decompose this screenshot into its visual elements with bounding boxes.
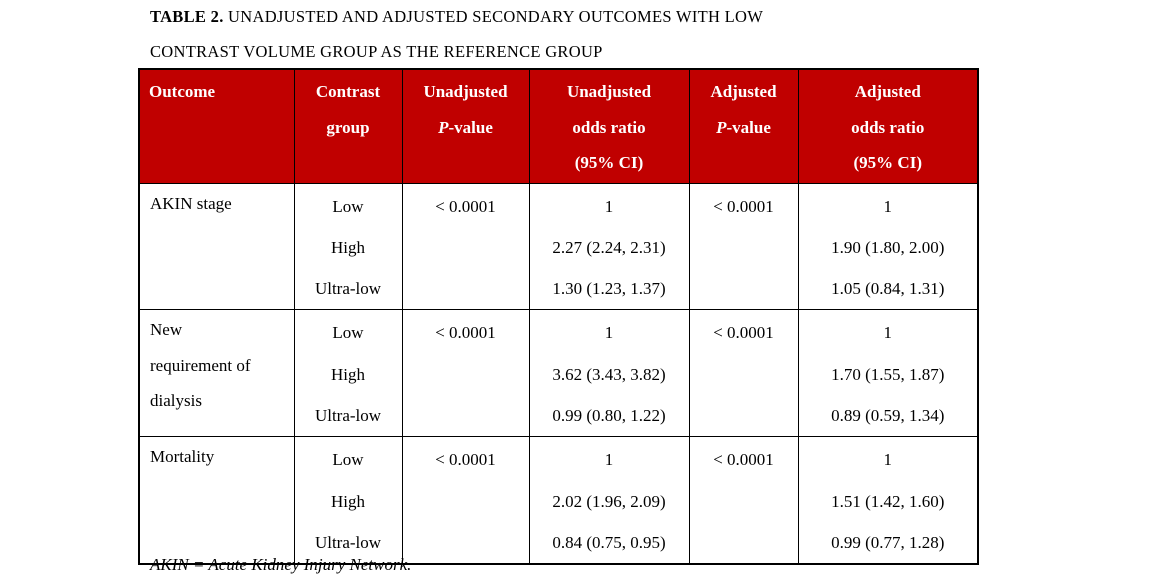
- outcome-cell: Mortality: [138, 436, 295, 565]
- table-row: New requirement of dialysis Low High Ultra-lo…: [138, 309, 979, 438]
- header-line: odds ratio: [572, 117, 646, 137]
- outcome-line: AKIN stage: [150, 193, 232, 213]
- adjusted-odds-ratio-line: 1.51 (1.42, 1.60): [831, 491, 945, 511]
- adjusted-odds-ratio-line: 1: [883, 450, 893, 470]
- contrast-group-cell: Low High Ultra-low: [293, 309, 403, 438]
- unadjusted-odds-ratio-line: 1: [604, 196, 614, 216]
- column-header-adjusted-or: Adjusted odds ratio (95% CI): [797, 68, 979, 184]
- adjusted-odds-ratio-cell: 1 1.90 (1.80, 2.00) 1.05 (0.84, 1.31): [797, 182, 979, 311]
- contrast-group-cell: Low High Ultra-low: [293, 182, 403, 311]
- contrast-group-cell: Low High Ultra-low: [293, 436, 403, 565]
- outcome-cell: AKIN stage: [138, 182, 295, 311]
- unadjusted-odds-ratio-cell: 1 2.02 (1.96, 2.09) 0.84 (0.75, 0.95): [528, 436, 690, 565]
- outcome-cell: New requirement of dialysis: [138, 309, 295, 438]
- table-footnote: AKIN = Acute Kidney Injury Network.: [150, 555, 412, 574]
- adjusted-odds-ratio-line: 1.70 (1.55, 1.87): [831, 364, 945, 384]
- unadjusted-odds-ratio-line: 2.27 (2.24, 2.31): [552, 237, 666, 257]
- table-title-line1: UNADJUSTED AND ADJUSTED SECONDARY OUTCOM…: [223, 7, 764, 26]
- unadjusted-odds-ratio-line: 2.02 (1.96, 2.09): [552, 491, 666, 511]
- header-line: P-value: [716, 117, 771, 137]
- outcome-line: Mortality: [150, 447, 215, 467]
- header-line: Adjusted: [710, 82, 777, 101]
- contrast-group-line: Low: [332, 196, 364, 216]
- adjusted-odds-ratio-line: 1.05 (0.84, 1.31): [831, 279, 945, 299]
- secondary-outcomes-table: Outcome Contrast group Unadjusted P-value Una…: [138, 68, 979, 566]
- header-line: Contrast: [315, 82, 381, 101]
- header-line: (95% CI): [574, 153, 644, 172]
- header-line: Unadjusted: [566, 82, 652, 101]
- table-row: Mortality Low High Ultra-low < 0.0001 1 2.02 (…: [138, 436, 979, 565]
- adjusted-odds-ratio-line: 0.99 (0.77, 1.28): [831, 532, 945, 552]
- table-title-line2: CONTRAST VOLUME GROUP AS THE REFERENCE G…: [150, 41, 603, 61]
- adjusted-pvalue-cell: < 0.0001: [688, 309, 799, 438]
- contrast-group-line: Ultra-low: [314, 279, 382, 299]
- column-header-unadjusted-or: Unadjusted odds ratio (95% CI): [528, 68, 690, 184]
- table-row: AKIN stage Low High Ultra-low < 0.0001 1 2.27 …: [138, 182, 979, 311]
- contrast-group-line: Low: [332, 450, 364, 470]
- unadjusted-pvalue-cell: < 0.0001: [401, 182, 530, 311]
- header-line: odds ratio: [851, 117, 925, 137]
- header-line: (95% CI): [853, 153, 922, 172]
- contrast-group-line: Ultra-low: [314, 405, 382, 425]
- unadjusted-pvalue: < 0.0001: [435, 450, 496, 470]
- outcome-line: dialysis: [150, 390, 202, 410]
- column-header-contrast-group: Contrast group: [293, 68, 403, 184]
- header-line: Outcome: [149, 82, 216, 101]
- unadjusted-pvalue-cell: < 0.0001: [401, 436, 530, 565]
- outcome-line: New: [150, 320, 183, 340]
- table-number-label: TABLE 2.: [150, 7, 224, 26]
- unadjusted-odds-ratio-cell: 1 3.62 (3.43, 3.82) 0.99 (0.80, 1.22): [528, 309, 690, 438]
- unadjusted-odds-ratio-line: 1: [604, 450, 614, 470]
- header-line: Unadjusted: [423, 82, 508, 101]
- column-header-unadjusted-p: Unadjusted P-value: [401, 68, 530, 184]
- contrast-group-line: High: [331, 491, 365, 511]
- header-line: group: [326, 117, 370, 137]
- header-line: P-value: [438, 117, 493, 137]
- contrast-group-line: High: [331, 237, 365, 257]
- adjusted-pvalue: < 0.0001: [713, 323, 774, 343]
- unadjusted-odds-ratio-line: 3.62 (3.43, 3.82): [552, 364, 666, 384]
- contrast-group-line: Low: [332, 323, 364, 343]
- column-header-outcome: Outcome: [138, 68, 295, 184]
- adjusted-odds-ratio-cell: 1 1.51 (1.42, 1.60) 0.99 (0.77, 1.28): [797, 436, 979, 565]
- adjusted-pvalue-cell: < 0.0001: [688, 436, 799, 565]
- adjusted-pvalue: < 0.0001: [713, 196, 774, 216]
- unadjusted-odds-ratio-line: 1: [604, 323, 614, 343]
- adjusted-odds-ratio-line: 0.89 (0.59, 1.34): [831, 405, 945, 425]
- adjusted-odds-ratio-line: 1: [883, 323, 893, 343]
- unadjusted-pvalue: < 0.0001: [435, 196, 496, 216]
- adjusted-odds-ratio-cell: 1 1.70 (1.55, 1.87) 0.89 (0.59, 1.34): [797, 309, 979, 438]
- adjusted-pvalue-cell: < 0.0001: [688, 182, 799, 311]
- contrast-group-line: High: [331, 364, 365, 384]
- unadjusted-odds-ratio-line: 0.99 (0.80, 1.22): [552, 405, 666, 425]
- outcome-line: requirement of: [150, 355, 251, 375]
- table-title: TABLE 2. UNADJUSTED AND ADJUSTED SECONDA…: [150, 0, 763, 69]
- column-header-adjusted-p: Adjusted P-value: [688, 68, 799, 184]
- adjusted-odds-ratio-line: 1: [883, 196, 893, 216]
- unadjusted-odds-ratio-cell: 1 2.27 (2.24, 2.31) 1.30 (1.23, 1.37): [528, 182, 690, 311]
- table-header-row: Outcome Contrast group Unadjusted P-value Una…: [138, 68, 979, 184]
- adjusted-odds-ratio-line: 1.90 (1.80, 2.00): [831, 237, 945, 257]
- contrast-group-line: Ultra-low: [314, 532, 382, 552]
- unadjusted-odds-ratio-line: 1.30 (1.23, 1.37): [552, 279, 666, 299]
- adjusted-pvalue: < 0.0001: [713, 450, 774, 470]
- header-line: Adjusted: [854, 82, 921, 101]
- unadjusted-odds-ratio-line: 0.84 (0.75, 0.95): [552, 532, 666, 552]
- unadjusted-pvalue: < 0.0001: [435, 323, 496, 343]
- unadjusted-pvalue-cell: < 0.0001: [401, 309, 530, 438]
